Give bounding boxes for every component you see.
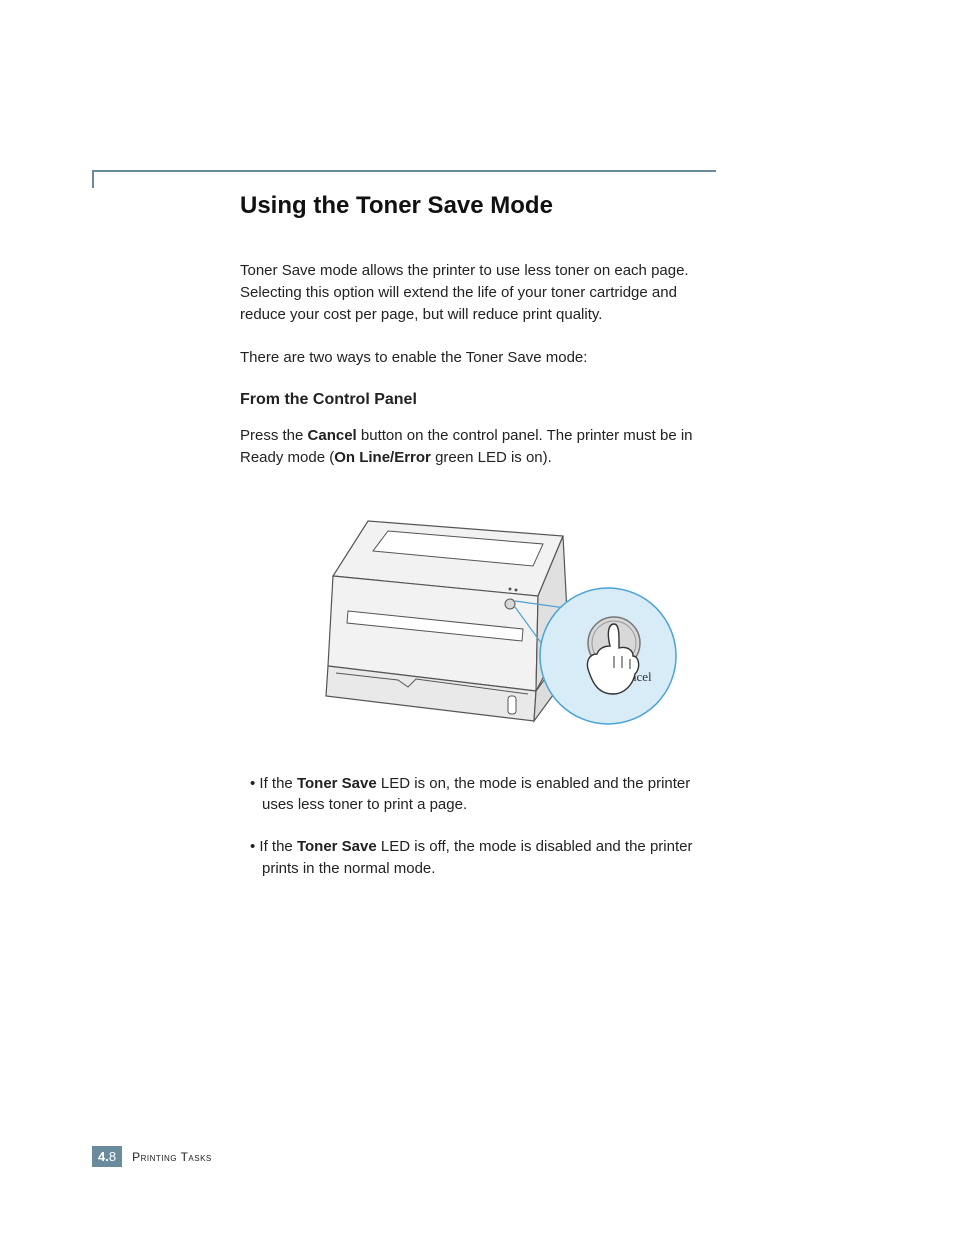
- printer-body-group: [326, 521, 568, 721]
- bullet-item-1: If the Toner Save LED is on, the mode is…: [240, 773, 715, 817]
- subheading-control-panel: From the Control Panel: [240, 391, 715, 409]
- intro-paragraph-1: Toner Save mode allows the printer to us…: [240, 260, 715, 325]
- toner-save-bold-2: Toner Save: [297, 838, 377, 855]
- content-column: Using the Toner Save Mode Toner Save mod…: [240, 192, 715, 900]
- page-footer: 4.8 Printing Tasks: [92, 1146, 212, 1167]
- panel-cancel-button: [505, 599, 515, 609]
- header-rule-horizontal: [92, 170, 716, 172]
- led-1: [508, 587, 511, 590]
- online-error-bold: On Line/Error: [334, 449, 431, 466]
- tray-level-window: [508, 696, 516, 714]
- intro-paragraph-2: There are two ways to enable the Toner S…: [240, 347, 715, 369]
- cancel-bold: Cancel: [308, 427, 357, 444]
- toner-save-bold-1: Toner Save: [297, 775, 377, 792]
- panel-instruction: Press the Cancel button on the control p…: [240, 425, 715, 469]
- page-number-badge: 4.8: [92, 1146, 122, 1167]
- page-title: Using the Toner Save Mode: [240, 192, 715, 220]
- led-2: [514, 588, 517, 591]
- header-rule-vertical: [92, 170, 94, 188]
- bullet-list: If the Toner Save LED is on, the mode is…: [240, 773, 715, 880]
- page: Using the Toner Save Mode Toner Save mod…: [0, 0, 954, 1235]
- printer-figure: ncel: [240, 491, 715, 751]
- printer-svg: ncel: [278, 491, 678, 751]
- footer-section-label: Printing Tasks: [132, 1150, 212, 1164]
- bullet-item-2: If the Toner Save LED is off, the mode i…: [240, 836, 715, 880]
